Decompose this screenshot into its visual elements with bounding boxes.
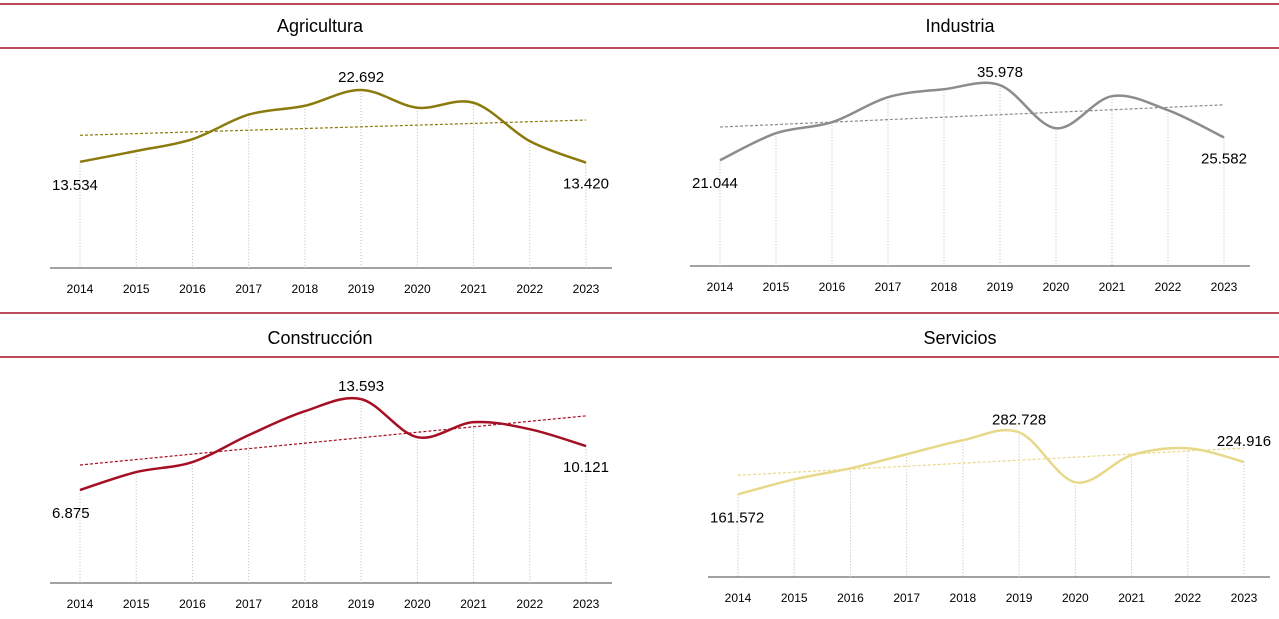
data-label: 22.692: [338, 69, 384, 86]
x-tick-label: 2017: [235, 282, 262, 296]
x-tick-label: 2017: [875, 280, 902, 294]
x-tick-label: 2021: [1099, 280, 1126, 294]
data-label: 282.728: [992, 411, 1046, 428]
series-line: [79, 88, 587, 164]
x-tick-label: 2023: [1231, 591, 1258, 605]
chart-title: Industria: [925, 16, 995, 36]
x-tick-label: 2016: [179, 282, 206, 296]
x-tick-label: 2014: [707, 280, 734, 294]
x-tick-label: 2023: [1211, 280, 1238, 294]
trend-line: [79, 119, 587, 136]
data-label: 13.420: [563, 176, 609, 193]
x-tick-label: 2016: [179, 597, 206, 611]
x-tick-label: 2016: [819, 280, 846, 294]
data-label: 10.121: [563, 459, 609, 476]
x-tick-label: 2022: [516, 282, 543, 296]
data-label: 13.593: [338, 378, 384, 395]
x-tick-label: 2018: [931, 280, 958, 294]
x-tick-label: 2022: [516, 597, 543, 611]
x-tick-label: 2015: [123, 282, 150, 296]
series-line: [737, 428, 1245, 496]
chart-title: Agricultura: [277, 16, 364, 36]
x-tick-label: 2015: [763, 280, 790, 294]
x-tick-label: 2020: [1043, 280, 1070, 294]
x-tick-label: 2018: [292, 597, 319, 611]
data-label: 224.916: [1217, 433, 1271, 450]
x-tick-label: 2021: [460, 597, 487, 611]
x-tick-label: 2018: [292, 282, 319, 296]
data-label: 161.572: [710, 509, 764, 526]
x-tick-label: 2014: [725, 591, 752, 605]
data-label: 21.044: [692, 175, 738, 192]
x-tick-label: 2015: [781, 591, 808, 605]
trend-line: [79, 415, 587, 466]
x-tick-label: 2023: [573, 597, 600, 611]
trend-line: [737, 447, 1245, 476]
series-line: [79, 396, 587, 492]
x-tick-label: 2015: [123, 597, 150, 611]
x-tick-label: 2020: [404, 282, 431, 296]
x-tick-label: 2017: [893, 591, 920, 605]
data-label: 25.582: [1201, 150, 1247, 167]
x-tick-label: 2022: [1155, 280, 1182, 294]
x-tick-label: 2020: [404, 597, 431, 611]
series-line: [719, 81, 1225, 162]
chart-title: Servicios: [923, 328, 996, 348]
data-label: 13.534: [52, 177, 98, 194]
x-tick-label: 2021: [1118, 591, 1145, 605]
x-tick-label: 2018: [950, 591, 977, 605]
x-tick-label: 2019: [987, 280, 1014, 294]
x-tick-label: 2023: [573, 282, 600, 296]
x-tick-label: 2022: [1174, 591, 1201, 605]
x-tick-label: 2019: [348, 597, 375, 611]
x-tick-label: 2020: [1062, 591, 1089, 605]
x-tick-label: 2014: [67, 282, 94, 296]
x-tick-label: 2017: [235, 597, 262, 611]
trend-line: [719, 104, 1225, 128]
x-tick-label: 2019: [348, 282, 375, 296]
x-tick-label: 2014: [67, 597, 94, 611]
x-tick-label: 2021: [460, 282, 487, 296]
chart-title: Construcción: [267, 328, 372, 348]
data-label: 35.978: [977, 64, 1023, 81]
data-label: 6.875: [52, 505, 90, 522]
x-tick-label: 2016: [837, 591, 864, 605]
x-tick-label: 2019: [1006, 591, 1033, 605]
